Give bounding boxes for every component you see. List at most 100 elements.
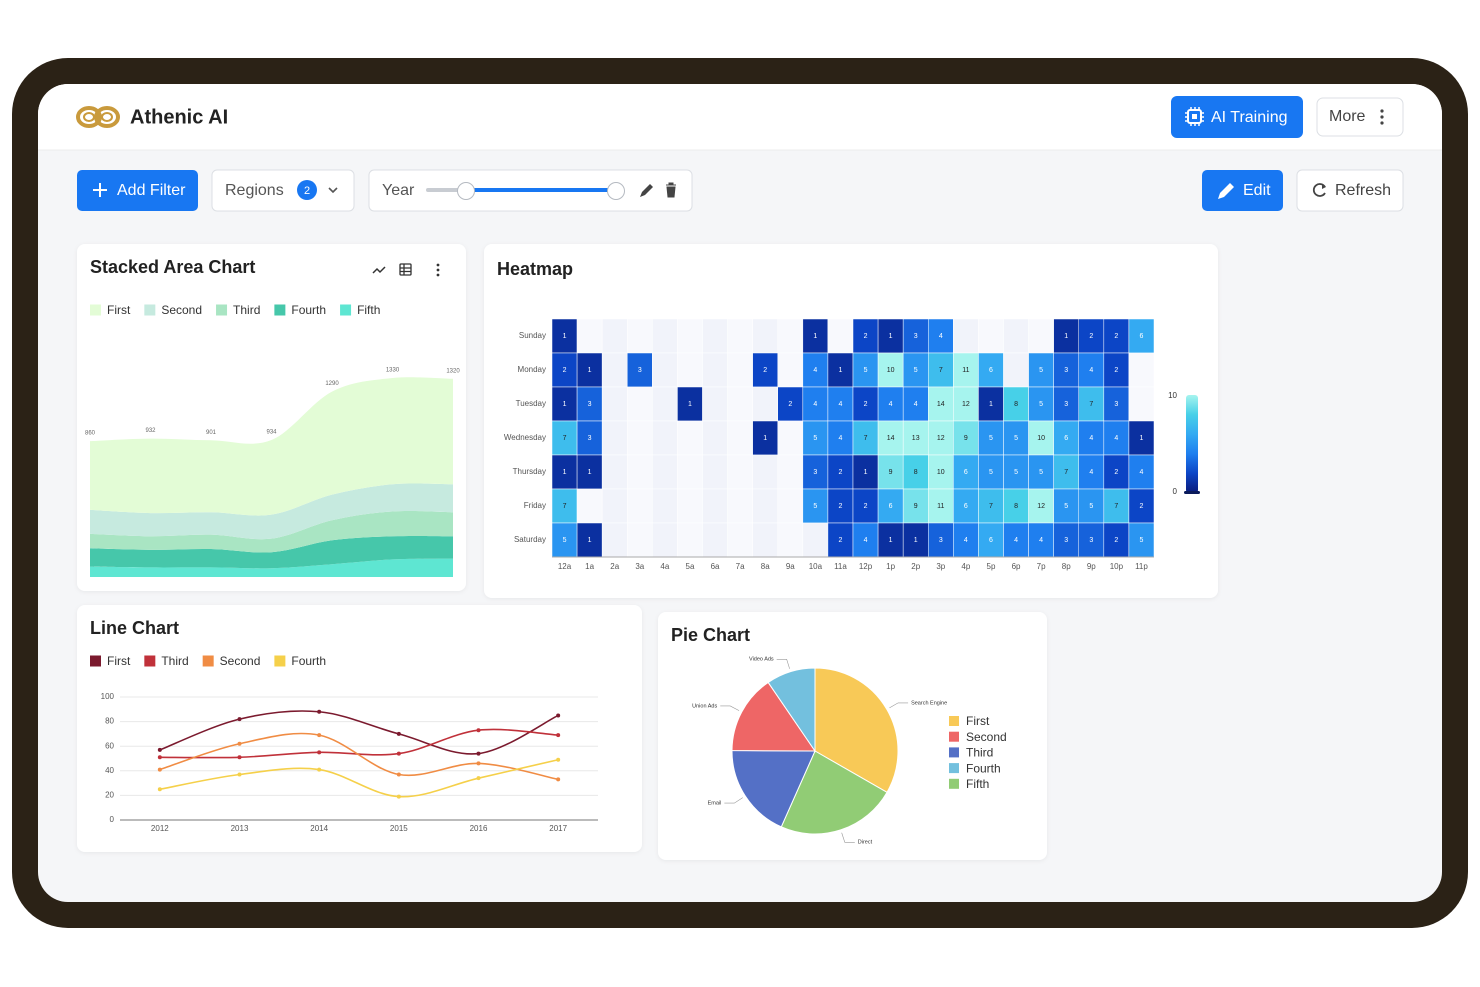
x-tick-label: 2012 — [151, 824, 169, 833]
heatmap-cell — [551, 386, 578, 422]
add-filter-button[interactable]: Add Filter — [77, 170, 198, 211]
heatmap-cell — [1128, 488, 1155, 524]
heatmap-cell — [702, 318, 728, 354]
heatmap-cell — [727, 352, 753, 388]
point — [396, 731, 401, 736]
ai-training-button[interactable]: AI Training — [1171, 96, 1303, 138]
legend-swatch — [274, 655, 286, 667]
heatmap-cell — [601, 522, 628, 558]
x-tick-label: 2013 — [231, 824, 249, 833]
heatmap-cell — [652, 488, 678, 524]
more-button[interactable]: More — [1316, 97, 1404, 137]
button-label: Refresh — [1335, 182, 1391, 199]
heatmap-cell — [802, 386, 829, 422]
point — [476, 776, 481, 781]
cell-label: 4 — [813, 367, 817, 374]
slider-thumb[interactable] — [607, 182, 625, 200]
y-tick-label: 60 — [105, 741, 114, 750]
x-tick-label: 10p — [1110, 562, 1124, 571]
heatmap-cell — [777, 352, 804, 388]
pie-slice — [731, 750, 816, 828]
heatmap-cell — [727, 522, 753, 558]
heatmap-cell — [827, 352, 854, 388]
table-icon[interactable] — [399, 263, 412, 276]
heatmap-cell — [702, 420, 728, 456]
heatmap-cell — [627, 454, 653, 490]
heatmap-cell — [877, 352, 904, 388]
cell-label: 9 — [964, 435, 968, 442]
heatmap-cell — [727, 488, 753, 524]
heatmap-cell — [877, 488, 904, 524]
cell-label: 2 — [1114, 469, 1118, 476]
legend-swatch — [949, 778, 959, 789]
x-tick-label: 4p — [961, 562, 970, 571]
point — [476, 751, 481, 756]
heatmap-cell — [677, 488, 703, 524]
area — [90, 535, 453, 569]
line-icon[interactable] — [372, 266, 386, 274]
cell-label: 5 — [1014, 435, 1018, 442]
heatmap-cell — [1103, 522, 1130, 558]
cell-label: 2 — [864, 401, 868, 408]
refresh-button[interactable]: Refresh — [1296, 169, 1404, 212]
pie-slice — [731, 681, 816, 752]
label-line — [720, 705, 740, 711]
heatmap-cell — [978, 386, 1004, 422]
heatmap-cell — [902, 386, 929, 422]
legend-label: Fifth — [966, 777, 989, 791]
heatmap-cell — [1128, 454, 1155, 490]
cell-label: 12 — [937, 435, 945, 442]
cell-label: 2 — [788, 401, 792, 408]
cell-label: 3 — [1064, 367, 1068, 374]
legend-label: Fourth — [966, 761, 1001, 775]
data-label: 932 — [145, 428, 156, 434]
y-tick-label: 40 — [105, 766, 114, 775]
cell-label: 1 — [864, 469, 868, 476]
heatmap-cell — [777, 420, 804, 456]
line — [159, 758, 559, 798]
point — [237, 772, 242, 777]
x-tick-label: 8p — [1062, 562, 1071, 571]
cell-label: 10 — [937, 469, 945, 476]
menu-icon[interactable] — [436, 263, 440, 277]
legend-label: Second — [161, 303, 202, 317]
cell-label: 6 — [964, 503, 968, 510]
slider-thumb[interactable] — [457, 182, 475, 200]
cell-label: 1 — [763, 435, 767, 442]
cell-label: 5 — [1089, 503, 1093, 510]
cell-label: 6 — [1064, 435, 1068, 442]
cell-label: 3 — [588, 401, 592, 408]
cell-label: 5 — [563, 537, 567, 544]
heatmap-cell — [902, 522, 929, 558]
y-tick-label: Thursday — [513, 467, 546, 476]
legend-swatch — [949, 747, 959, 758]
cell-label: 1 — [889, 537, 893, 544]
chart-tools — [372, 263, 440, 277]
x-tick-label: 2016 — [470, 824, 488, 833]
heatmap-cell — [902, 318, 929, 354]
legend-label: Third — [233, 303, 260, 317]
heatmap-cell — [928, 318, 954, 354]
heatmap-cell — [802, 352, 829, 388]
cell-label: 4 — [1039, 537, 1043, 544]
heatmap-cell — [953, 522, 979, 558]
heatmap-cell — [1053, 386, 1079, 422]
y-tick-label: 0 — [110, 815, 115, 824]
edit-icon[interactable] — [640, 184, 653, 197]
cell-label: 5 — [813, 435, 817, 442]
cell-label: 1 — [563, 401, 567, 408]
heatmap-cell — [852, 318, 879, 354]
regions-select[interactable]: Regions 2 — [211, 169, 355, 212]
cell-label: 4 — [964, 537, 968, 544]
cell-label: 7 — [563, 435, 567, 442]
heatmap-cell — [702, 488, 728, 524]
logo[interactable] — [76, 106, 120, 128]
heatmap-cell — [1103, 488, 1130, 524]
legend-swatch — [144, 655, 156, 667]
delete-icon[interactable] — [666, 182, 676, 198]
edit-button[interactable]: Edit — [1202, 170, 1283, 211]
heatmap-cell — [953, 420, 979, 456]
heatmap-cell — [978, 318, 1004, 354]
cell-label: 1 — [1140, 435, 1144, 442]
